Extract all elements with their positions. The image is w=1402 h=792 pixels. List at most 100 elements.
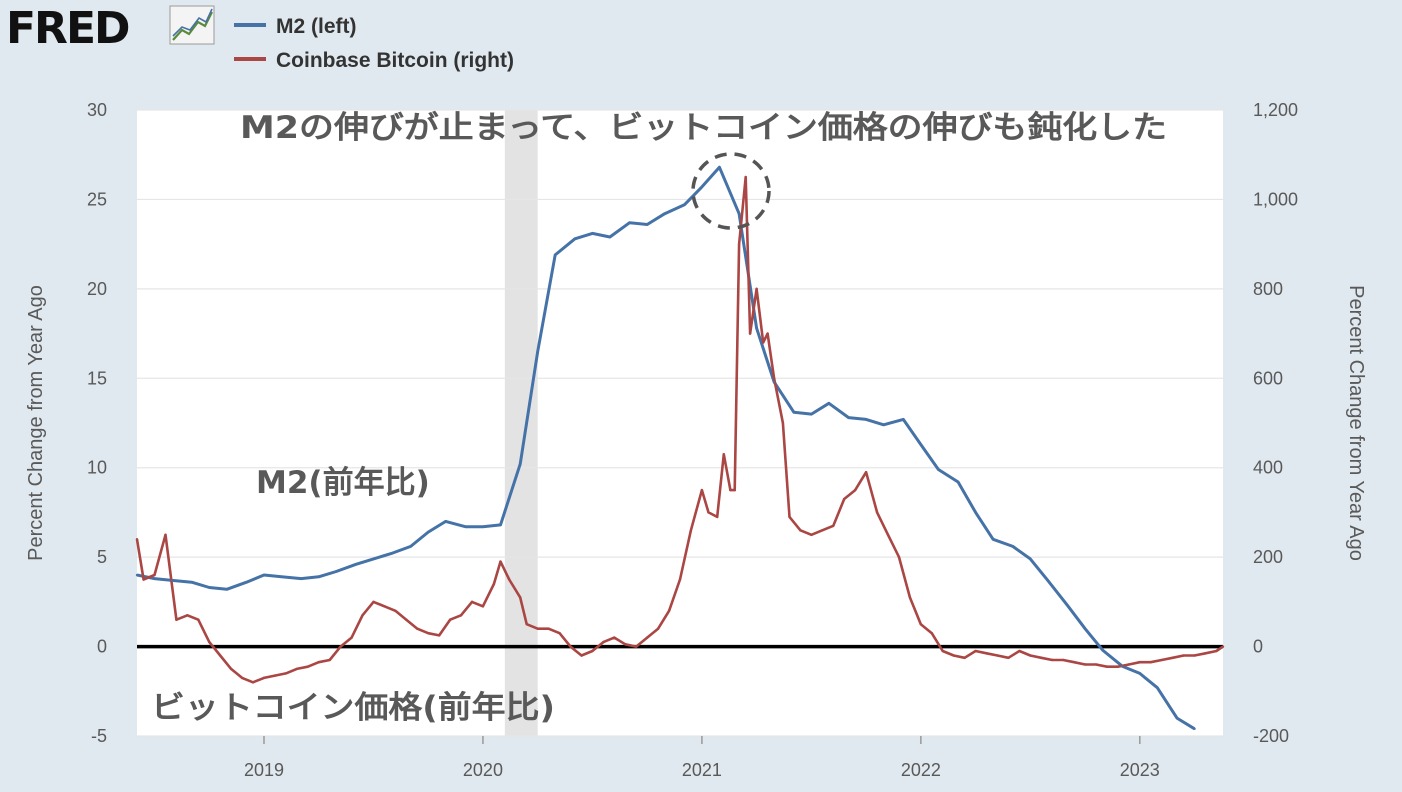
m2-data-point (902, 418, 905, 421)
bitcoin-data-point (394, 609, 397, 612)
bitcoin-data-point (722, 453, 725, 456)
bitcoin-data-point (1127, 663, 1131, 666)
m2-data-point (1138, 672, 1141, 675)
m2-data-point (153, 577, 156, 580)
bitcoin-data-point (547, 627, 550, 630)
bitcoin-data-point (262, 676, 266, 680)
m2-data-point (956, 480, 960, 484)
bitcoin-data-point (284, 672, 288, 675)
bitcoin-data-point (897, 555, 901, 559)
m2-data-point (573, 237, 577, 240)
bitcoin-data-point (635, 645, 638, 648)
m2-data-point (245, 580, 248, 584)
m2-data-point (190, 580, 193, 584)
m2-data-point (225, 588, 228, 591)
fred-logo[interactable]: FRED (6, 3, 215, 54)
bitcoin-data-point (470, 600, 474, 604)
m2-data-point (882, 423, 885, 426)
m2-data-point (170, 579, 174, 582)
m2-data-point (1083, 627, 1087, 630)
m2-data-point (663, 212, 666, 215)
bitcoin-data-point (700, 488, 704, 492)
bitcoin-data-point (481, 605, 485, 608)
bitcoin-data-point (558, 631, 561, 635)
bitcoin-data-point (1051, 658, 1054, 662)
bitcoin-data-point (1160, 658, 1163, 662)
m2-data-point (335, 570, 338, 573)
m2-data-point (1156, 686, 1159, 689)
m2-data-point (645, 223, 649, 226)
x-tick-label: 2019 (244, 760, 284, 780)
m2-data-point (628, 221, 631, 224)
bitcoin-data-point (762, 341, 765, 344)
bitcoin-data-point (875, 511, 879, 514)
bitcoin-data-point (569, 645, 572, 648)
bitcoin-data-point (372, 600, 375, 604)
peak-highlight-circle (691, 152, 771, 230)
m2-data-point (1193, 727, 1196, 731)
bitcoin-data-point (1072, 661, 1076, 664)
bitcoin-data-point (499, 560, 502, 563)
m2-data-points (135, 166, 1196, 731)
bitcoin-data-point (919, 623, 923, 626)
bitcoin-data-point (1138, 661, 1141, 664)
bitcoin-data-point (853, 488, 857, 492)
y-left-tick-label: 15 (87, 368, 107, 388)
bitcoin-data-point (273, 674, 277, 677)
m2-data-point (864, 418, 868, 421)
y-left-tick-label: -5 (91, 726, 107, 746)
legend-label-m2: M2 (left) (276, 15, 357, 38)
bitcoin-data-point (328, 658, 331, 662)
x-axis: 2019 2020 2021 2022 2023 (244, 736, 1160, 780)
bitcoin-data-point (240, 676, 244, 680)
m2-data-point (683, 203, 686, 206)
m2-data-point (919, 443, 923, 446)
y-axis-left-title: Percent Change from Year Ago (25, 285, 47, 561)
bitcoin-data-point (678, 578, 682, 581)
bitcoin-data-point (1221, 645, 1225, 648)
bitcoin-data-point (580, 654, 583, 657)
bitcoin-data-point (707, 511, 710, 514)
legend-item-m2[interactable]: M2 (left) (234, 15, 357, 38)
bitcoin-data-point (744, 175, 747, 179)
legend-item-bitcoin[interactable]: Coinbase Bitcoin (right) (234, 49, 514, 72)
bitcoin-data-point (186, 614, 189, 617)
bitcoin-data-point (142, 578, 145, 581)
m2-data-point (591, 232, 594, 235)
series-line-bitcoin[interactable] (135, 175, 1224, 684)
bitcoin-data-point (689, 529, 693, 532)
m2-data-point (389, 552, 393, 555)
y-left-tick-label: 25 (87, 189, 107, 209)
legend: M2 (left) Coinbase Bitcoin (right) (234, 15, 514, 72)
bitcoin-data-point (1182, 654, 1185, 657)
bitcoin-data-point (295, 667, 299, 671)
bitcoin-data-point (624, 643, 627, 646)
bitcoin-data-point (1040, 656, 1043, 659)
m2-data-point (737, 212, 741, 215)
y-axis-left: 30 25 20 15 10 5 0 -5 (87, 100, 107, 746)
bitcoin-data-point (821, 529, 824, 532)
m2-data-point (464, 525, 467, 528)
bitcoin-data-point (536, 627, 539, 630)
y-left-tick-label: 20 (87, 279, 107, 299)
bitcoin-data-point (667, 609, 671, 612)
bitcoin-data-point (383, 605, 386, 608)
bitcoin-data-point (306, 665, 309, 668)
bitcoin-data-point (448, 618, 452, 621)
m2-data-point (499, 523, 502, 527)
bitcoin-data-point (832, 524, 835, 528)
x-tick-label: 2023 (1120, 760, 1160, 780)
bitcoin-data-point (1215, 649, 1218, 653)
bitcoin-data-point (135, 538, 139, 541)
bitcoin-data-point (1171, 656, 1174, 659)
bitcoin-data-point (251, 681, 255, 684)
bitcoin-data-point (525, 623, 528, 626)
bitcoin-data-point (781, 421, 785, 425)
bitcoin-data-point (766, 332, 769, 335)
fred-logo-text: FRED (6, 3, 129, 54)
bitcoin-data-point (1083, 663, 1087, 666)
y-left-tick-label: 0 (97, 637, 107, 657)
bitcoin-data-point (591, 649, 594, 653)
bitcoin-data-point (602, 640, 605, 644)
bitcoin-data-point (361, 614, 364, 617)
